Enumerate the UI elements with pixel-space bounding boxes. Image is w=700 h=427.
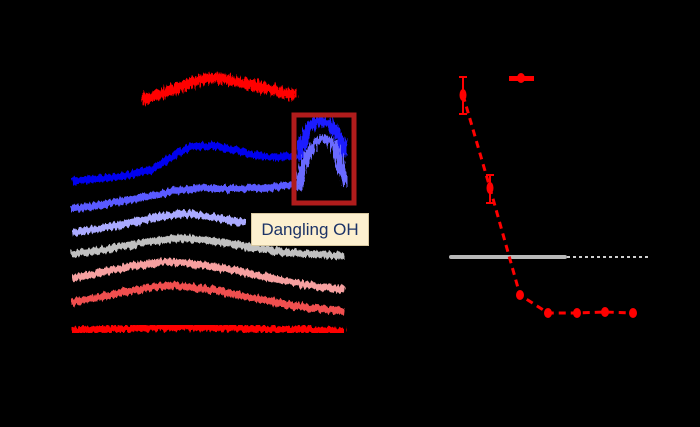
right-panel: [449, 73, 650, 318]
trace-5: [71, 234, 346, 260]
trace-4: [71, 210, 246, 237]
trace-8: [71, 323, 346, 335]
trace-7: [71, 281, 346, 316]
data-markers: [459, 89, 637, 318]
trace-2-dangling: [293, 116, 350, 161]
trace-3: [71, 181, 293, 213]
trace-2: [71, 141, 296, 185]
dangling-oh-label: Dangling OH: [251, 213, 369, 246]
trace-1: [140, 72, 296, 105]
trace-6: [71, 258, 346, 294]
dangling-oh-box: [291, 112, 357, 206]
spectra-panel: [71, 72, 357, 335]
trace-3-dangling: [294, 135, 349, 191]
legend-marker: [509, 73, 534, 83]
